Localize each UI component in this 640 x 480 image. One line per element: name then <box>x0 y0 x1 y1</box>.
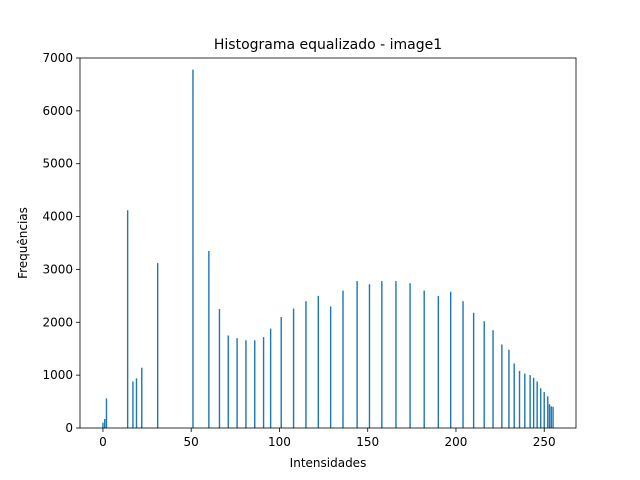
y-tick-label: 1000 <box>42 368 73 382</box>
histogram-bar <box>550 406 552 428</box>
y-tick-label: 3000 <box>42 262 73 276</box>
histogram-bar <box>548 404 551 428</box>
histogram-bar <box>218 309 221 428</box>
histogram-bar <box>102 422 104 428</box>
histogram-bar <box>368 284 371 428</box>
y-tick-label: 7000 <box>42 51 73 65</box>
histogram-bar <box>409 283 411 428</box>
histogram-bar <box>317 295 319 428</box>
y-axis-ticks: 0 1000 2000 3000 4000 5000 6000 7000 <box>42 51 80 435</box>
x-tick-label: 0 <box>99 435 107 449</box>
histogram-bar <box>524 373 526 428</box>
histogram-bar <box>395 281 397 428</box>
x-tick-label: 250 <box>533 435 556 449</box>
histogram-bar <box>132 381 134 428</box>
histogram-bar <box>192 69 194 428</box>
histogram-bar <box>508 349 510 428</box>
histogram-bar <box>423 290 425 428</box>
histogram-bar <box>262 337 265 428</box>
histogram-bar <box>305 301 307 428</box>
histogram-bar <box>492 330 494 428</box>
histogram-bar <box>236 338 238 428</box>
x-tick-label: 200 <box>445 435 468 449</box>
y-tick-label: 0 <box>65 421 73 435</box>
histogram-bar <box>437 295 440 428</box>
histogram-bar <box>135 378 138 428</box>
x-tick-label: 150 <box>356 435 379 449</box>
histogram-bar <box>552 406 554 428</box>
x-axis-ticks: 0 50 100 150 200 250 <box>99 428 556 449</box>
histogram-bar <box>104 419 106 428</box>
histogram-bar <box>449 291 452 428</box>
y-tick-label: 6000 <box>42 104 73 118</box>
histogram-bar <box>501 344 503 428</box>
histogram-bar <box>269 328 272 428</box>
y-tick-label: 2000 <box>42 315 73 329</box>
histogram-bar <box>483 321 485 428</box>
histogram-bar <box>513 363 515 428</box>
histogram-bar <box>532 377 535 428</box>
histogram-bar <box>381 281 383 428</box>
x-tick-label: 50 <box>184 435 199 449</box>
histogram-bar <box>329 306 332 428</box>
histogram-bar <box>529 375 531 428</box>
x-tick-label: 100 <box>268 435 291 449</box>
histogram-bar <box>536 381 538 428</box>
histogram-bar <box>105 398 108 428</box>
histogram-bar <box>518 370 521 428</box>
histogram-bar <box>342 290 344 428</box>
plot-frame <box>79 57 577 429</box>
bars-group <box>102 69 554 428</box>
histogram-bar <box>356 281 358 428</box>
histogram-bar <box>208 250 210 428</box>
histogram-bar <box>472 312 475 428</box>
histogram-bar <box>539 388 542 428</box>
histogram-bar <box>543 392 545 428</box>
x-axis-label: Intensidades <box>290 456 367 470</box>
histogram-bar <box>141 367 143 428</box>
histogram-bar <box>126 210 129 428</box>
histogram-bar <box>254 340 256 428</box>
y-axis-label: Frequências <box>16 207 30 279</box>
histogram-bar <box>245 340 247 428</box>
y-tick-label: 5000 <box>42 157 73 171</box>
histogram-bar <box>156 263 159 428</box>
chart-title: Histograma equalizado - image1 <box>214 37 442 53</box>
histogram-bar <box>292 308 295 428</box>
histogram-bar <box>227 335 229 428</box>
histogram-bar <box>280 317 282 428</box>
histogram-bar <box>462 301 464 428</box>
y-tick-label: 4000 <box>42 210 73 224</box>
histogram-bar <box>547 396 549 428</box>
